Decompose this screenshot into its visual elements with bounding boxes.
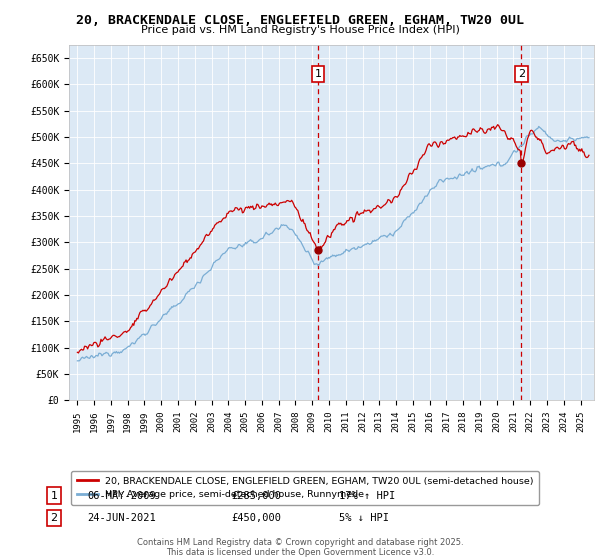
Text: Contains HM Land Registry data © Crown copyright and database right 2025.
This d: Contains HM Land Registry data © Crown c… <box>137 538 463 557</box>
Text: 17% ↑ HPI: 17% ↑ HPI <box>339 491 395 501</box>
Text: 24-JUN-2021: 24-JUN-2021 <box>87 513 156 523</box>
Text: 1: 1 <box>314 69 322 79</box>
Text: Price paid vs. HM Land Registry's House Price Index (HPI): Price paid vs. HM Land Registry's House … <box>140 25 460 35</box>
Text: 5% ↓ HPI: 5% ↓ HPI <box>339 513 389 523</box>
Text: £285,000: £285,000 <box>231 491 281 501</box>
Text: 2: 2 <box>518 69 525 79</box>
Text: 1: 1 <box>50 491 58 501</box>
Text: 20, BRACKENDALE CLOSE, ENGLEFIELD GREEN, EGHAM, TW20 0UL: 20, BRACKENDALE CLOSE, ENGLEFIELD GREEN,… <box>76 14 524 27</box>
Text: 06-MAY-2009: 06-MAY-2009 <box>87 491 156 501</box>
Text: £450,000: £450,000 <box>231 513 281 523</box>
Text: 2: 2 <box>50 513 58 523</box>
Legend: 20, BRACKENDALE CLOSE, ENGLEFIELD GREEN, EGHAM, TW20 0UL (semi-detached house), : 20, BRACKENDALE CLOSE, ENGLEFIELD GREEN,… <box>71 471 539 505</box>
